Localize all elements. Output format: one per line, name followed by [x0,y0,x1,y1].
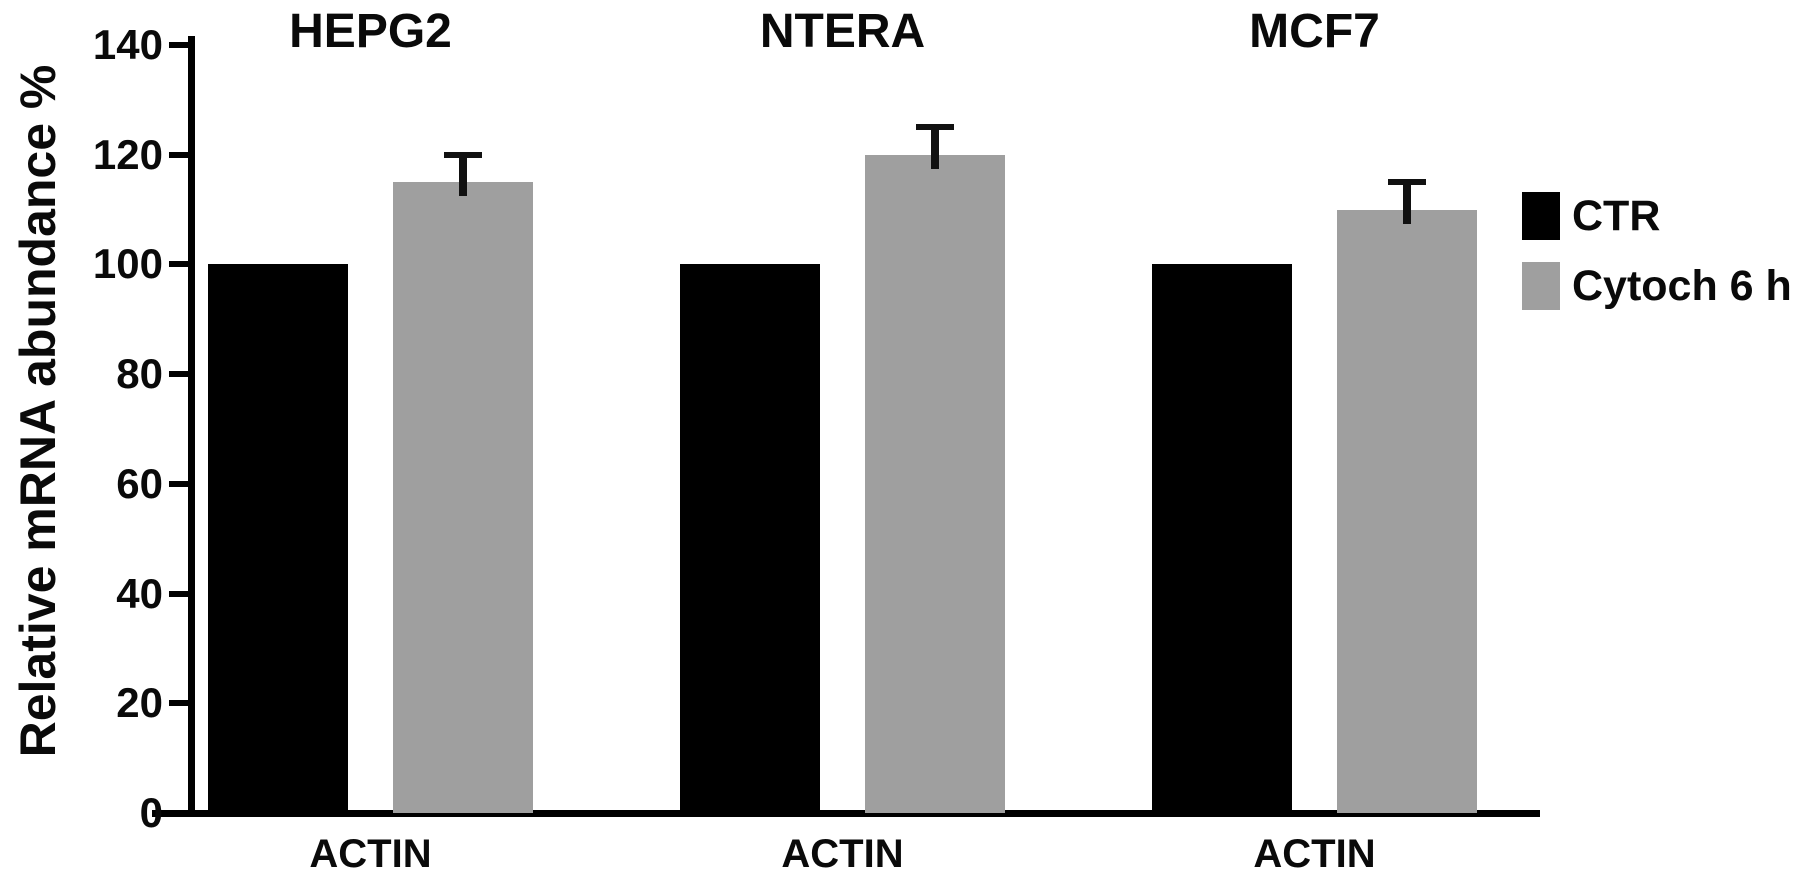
y-tick-label: 140 [92,21,163,68]
error-bar-cap [916,124,954,131]
group-title-hepg2: HEPG2 [289,5,452,58]
x-category-label: ACTIN [1253,832,1376,876]
x-category-label: ACTIN [309,832,432,876]
legend-label-ctr: CTR [1572,192,1661,240]
legend-label-cytoch-6-h: Cytoch 6 h [1572,262,1792,310]
legend-swatch-ctr [1522,192,1560,240]
bar-ctr [208,264,348,813]
x-axis-line [152,810,1540,817]
y-tick-label: 60 [116,459,163,507]
y-tick-label: 100 [92,240,163,288]
y-tick-mark [169,261,188,268]
group-title-ntera: NTERA [759,5,926,58]
error-bar-stem [1403,185,1411,224]
y-tick-mark [169,810,188,816]
y-tick-mark [169,42,188,48]
bar-ctr [680,264,820,813]
y-tick-label: 40 [116,569,163,617]
bar-cytoch-6-h [393,182,533,813]
y-tick-label: 80 [116,350,163,398]
group-title-mcf7: MCF7 [1249,5,1380,58]
y-tick-mark [169,480,188,487]
y-tick-label: 20 [116,679,163,727]
bar-cytoch-6-h [865,154,1005,813]
error-bar-cap [1388,179,1426,186]
y-tick-mark [169,371,188,378]
bar-cytoch-6-h [1337,209,1477,813]
y-tick-mark [169,590,188,597]
error-bar-stem [931,130,939,169]
y-tick-mark [169,151,188,158]
legend-swatch-cytoch-6-h [1522,262,1560,310]
y-tick-mark [169,700,188,707]
bar-ctr [1152,264,1292,813]
y-tick-label: 0 [139,789,163,836]
y-axis-line [188,36,195,817]
y-tick-label: 120 [92,130,163,178]
x-category-label: ACTIN [781,832,904,876]
error-bar-cap [444,151,482,158]
error-bar-stem [459,157,467,197]
